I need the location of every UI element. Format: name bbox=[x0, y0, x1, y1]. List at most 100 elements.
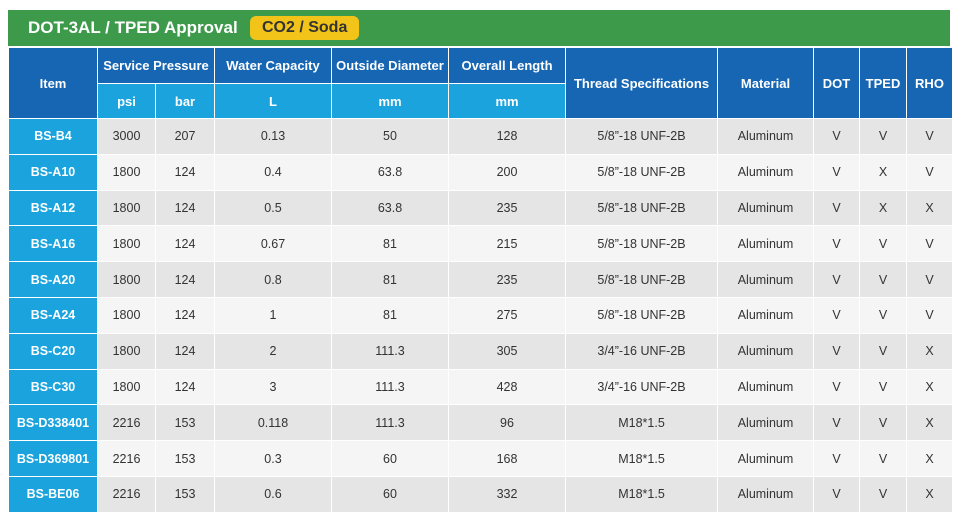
table-cell: V bbox=[813, 296, 860, 334]
table-cell: V bbox=[859, 118, 907, 155]
table-cell: V bbox=[906, 261, 953, 298]
table-cell: 215 bbox=[448, 225, 566, 263]
table-row: BS-A16 1800 124 0.67 81 215 5/8”-18 UNF-2B Alum… bbox=[8, 225, 953, 263]
table-cell: V bbox=[859, 475, 907, 513]
table-cell: Aluminum bbox=[717, 475, 814, 513]
item-cell: BS-A12 bbox=[8, 189, 98, 227]
table-cell: V bbox=[906, 225, 953, 263]
table-cell: 168 bbox=[448, 440, 566, 477]
column-header: Item bbox=[8, 47, 98, 119]
item-cell: BS-B4 bbox=[8, 118, 98, 155]
table-cell: 3000 bbox=[97, 118, 156, 155]
title-bar: DOT-3AL / TPED Approval CO2 / Soda bbox=[8, 10, 950, 46]
table-cell: 81 bbox=[331, 261, 449, 298]
table-cell: Aluminum bbox=[717, 261, 814, 298]
table-cell: 5/8”-18 UNF-2B bbox=[565, 261, 718, 298]
unit-header: mm bbox=[331, 83, 449, 119]
table-cell: X bbox=[906, 368, 953, 406]
table-cell: 0.67 bbox=[214, 225, 332, 263]
table-cell: 124 bbox=[155, 332, 215, 370]
table-cell: V bbox=[859, 296, 907, 334]
table-head: Item Service Pressure Water Capacity Outsid… bbox=[8, 47, 953, 119]
table-cell: V bbox=[813, 332, 860, 370]
table-cell: V bbox=[813, 440, 860, 477]
table-cell: 128 bbox=[448, 118, 566, 155]
spec-table: Item Service Pressure Water Capacity Outsid… bbox=[8, 47, 953, 513]
table-body: BS-B4 3000 207 0.13 50 128 5/8”-18 UNF-2B Alumi… bbox=[8, 118, 953, 513]
table-cell: V bbox=[813, 404, 860, 442]
table-cell: 153 bbox=[155, 440, 215, 477]
table-cell: Aluminum bbox=[717, 368, 814, 406]
column-header: Material bbox=[717, 47, 814, 119]
table-cell: V bbox=[813, 368, 860, 406]
table-cell: X bbox=[906, 189, 953, 227]
item-cell: BS-A10 bbox=[8, 153, 98, 191]
column-header: Thread Specifications bbox=[565, 47, 718, 119]
table-cell: 305 bbox=[448, 332, 566, 370]
table-cell: 124 bbox=[155, 296, 215, 334]
table-cell: 153 bbox=[155, 475, 215, 513]
table-cell: 5/8”-18 UNF-2B bbox=[565, 225, 718, 263]
item-cell: BS-D369801 bbox=[8, 440, 98, 477]
unit-header: bar bbox=[155, 83, 215, 119]
table-cell: 2 bbox=[214, 332, 332, 370]
table-row: BS-D338401 2216 153 0.118 111.3 96 M18*1.5 Alum… bbox=[8, 404, 953, 442]
table-cell: Aluminum bbox=[717, 440, 814, 477]
table-cell: 200 bbox=[448, 153, 566, 191]
table-cell: 2216 bbox=[97, 440, 156, 477]
table-cell: Aluminum bbox=[717, 332, 814, 370]
table-cell: 111.3 bbox=[331, 404, 449, 442]
table-cell: X bbox=[906, 440, 953, 477]
column-header: Outside Diameter bbox=[331, 47, 449, 84]
table-cell: 1800 bbox=[97, 189, 156, 227]
table-cell: 5/8”-18 UNF-2B bbox=[565, 296, 718, 334]
table-cell: Aluminum bbox=[717, 118, 814, 155]
table-cell: V bbox=[813, 261, 860, 298]
item-cell: BS-A24 bbox=[8, 296, 98, 334]
table-cell: 5/8”-18 UNF-2B bbox=[565, 189, 718, 227]
table-cell: V bbox=[859, 261, 907, 298]
table-cell: 3 bbox=[214, 368, 332, 406]
table-row: BS-B4 3000 207 0.13 50 128 5/8”-18 UNF-2B Alumi… bbox=[8, 118, 953, 155]
table-cell: V bbox=[813, 118, 860, 155]
unit-header: L bbox=[214, 83, 332, 119]
table-cell: 63.8 bbox=[331, 153, 449, 191]
table-cell: 153 bbox=[155, 404, 215, 442]
column-header: Water Capacity bbox=[214, 47, 332, 84]
table-cell: 124 bbox=[155, 189, 215, 227]
table-cell: 50 bbox=[331, 118, 449, 155]
column-header: Service Pressure bbox=[97, 47, 215, 84]
table-cell: 1800 bbox=[97, 332, 156, 370]
table-cell: M18*1.5 bbox=[565, 475, 718, 513]
table-cell: V bbox=[859, 368, 907, 406]
table-row: BS-BE06 2216 153 0.6 60 332 M18*1.5 Aluminum V V X bbox=[8, 475, 953, 513]
column-header: TPED bbox=[859, 47, 907, 119]
unit-header: psi bbox=[97, 83, 156, 119]
table-cell: 0.4 bbox=[214, 153, 332, 191]
table-cell: 1800 bbox=[97, 368, 156, 406]
table-cell: Aluminum bbox=[717, 225, 814, 263]
table-cell: V bbox=[859, 332, 907, 370]
unit-header: mm bbox=[448, 83, 566, 119]
table-cell: 111.3 bbox=[331, 368, 449, 406]
table-cell: 124 bbox=[155, 225, 215, 263]
table-cell: V bbox=[813, 189, 860, 227]
table-row: BS-A12 1800 124 0.5 63.8 235 5/8”-18 UNF-2B Alu… bbox=[8, 189, 953, 227]
table-cell: 1 bbox=[214, 296, 332, 334]
table-cell: 3/4”-16 UNF-2B bbox=[565, 332, 718, 370]
table-cell: 0.118 bbox=[214, 404, 332, 442]
table-cell: 124 bbox=[155, 368, 215, 406]
table-cell: 275 bbox=[448, 296, 566, 334]
table-cell: Aluminum bbox=[717, 404, 814, 442]
item-cell: BS-A16 bbox=[8, 225, 98, 263]
table-row: BS-C20 1800 124 2 111.3 305 3/4”-16 UNF-2B Alum… bbox=[8, 332, 953, 370]
table-cell: 2216 bbox=[97, 404, 156, 442]
table-cell: V bbox=[906, 296, 953, 334]
table-cell: 0.5 bbox=[214, 189, 332, 227]
table-cell: X bbox=[859, 189, 907, 227]
table-cell: 81 bbox=[331, 225, 449, 263]
table-cell: 60 bbox=[331, 440, 449, 477]
table-cell: 60 bbox=[331, 475, 449, 513]
table-cell: V bbox=[859, 404, 907, 442]
